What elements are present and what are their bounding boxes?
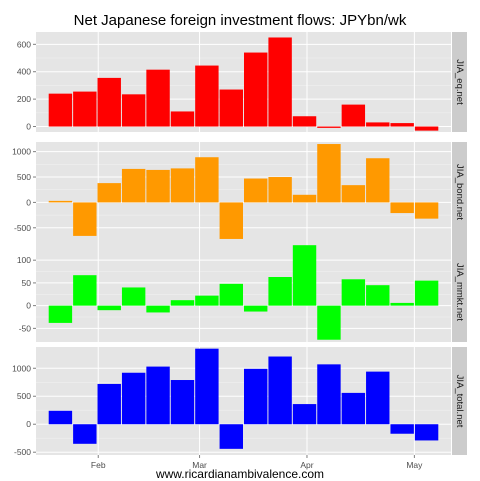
y-tick-label: -50	[19, 323, 32, 333]
facet-strip	[452, 32, 467, 132]
bar	[219, 424, 243, 449]
facet-strip-label: JIA_total.net	[454, 375, 465, 428]
x-tick-label: May	[406, 460, 423, 470]
bar	[121, 168, 146, 203]
bar	[244, 178, 268, 203]
bar	[292, 116, 317, 127]
bar	[292, 194, 317, 203]
y-tick-label: 0	[26, 301, 31, 311]
y-tick-label: 0	[26, 419, 31, 429]
bar	[317, 305, 341, 340]
y-tick-label: 0	[26, 197, 31, 207]
bar	[366, 285, 390, 306]
bar	[219, 89, 243, 127]
y-tick-label: 100	[17, 255, 31, 265]
bar	[414, 424, 439, 441]
bar	[366, 371, 390, 425]
bar	[292, 245, 317, 306]
y-tick-label: 1000	[12, 363, 31, 373]
bar	[195, 295, 219, 306]
bar	[268, 356, 292, 425]
bar	[97, 183, 121, 203]
bar	[73, 202, 97, 236]
bar	[73, 424, 97, 444]
bar	[414, 280, 439, 306]
bar	[146, 366, 170, 425]
bar	[146, 305, 170, 313]
y-tick-label: 0	[26, 122, 31, 132]
bar	[121, 372, 146, 425]
x-tick-label: Feb	[91, 460, 106, 470]
bar	[244, 305, 268, 312]
bar	[195, 157, 219, 203]
bar	[268, 277, 292, 306]
chart-title: Net Japanese foreign investment flows: J…	[73, 12, 407, 29]
bar	[121, 287, 146, 306]
bar	[48, 93, 73, 127]
bar	[268, 177, 292, 203]
bar	[195, 65, 219, 127]
bar	[390, 302, 414, 306]
bar	[268, 37, 292, 127]
bar	[366, 158, 390, 203]
bar	[390, 424, 414, 434]
bar	[121, 94, 146, 127]
bar	[414, 126, 439, 131]
facet-strip-label: JIA_bond.net	[454, 164, 465, 220]
bar	[97, 383, 121, 425]
y-tick-label: -500	[14, 223, 31, 233]
y-tick-label: -500	[14, 447, 31, 457]
bar	[48, 200, 73, 203]
bar	[390, 202, 414, 214]
bar	[48, 305, 73, 323]
bar	[97, 305, 121, 311]
bar	[366, 122, 390, 127]
y-tick-label: 50	[22, 278, 32, 288]
facet-strip-label: JIA_eq.net	[454, 59, 465, 105]
bar	[97, 77, 121, 127]
y-tick-label: 200	[17, 94, 31, 104]
bar	[146, 169, 170, 203]
facet-strip	[452, 242, 467, 342]
bar	[317, 364, 341, 425]
y-tick-label: 500	[17, 172, 31, 182]
x-tick-label: Apr	[300, 460, 313, 470]
bar	[341, 279, 366, 306]
bar	[170, 300, 195, 306]
facet-strip	[452, 142, 467, 242]
bar	[195, 348, 219, 425]
bar	[48, 410, 73, 425]
bar	[170, 111, 195, 127]
footer-caption: www.ricardianambivalence.com	[155, 467, 325, 481]
bar	[317, 144, 341, 203]
bar	[244, 368, 268, 425]
bar	[341, 392, 366, 425]
y-tick-label: 500	[17, 391, 31, 401]
facet-strip	[452, 347, 467, 455]
bar	[341, 185, 366, 203]
bar	[73, 275, 97, 306]
bar	[292, 404, 317, 425]
y-tick-label: 1000	[12, 147, 31, 157]
bar	[146, 69, 170, 127]
bar	[170, 168, 195, 203]
x-tick-label: Mar	[192, 460, 207, 470]
bar	[341, 104, 366, 127]
facet-strip-label: JIA_mmkt.net	[454, 263, 465, 321]
bar	[219, 202, 243, 239]
y-tick-label: 400	[17, 67, 31, 77]
bar	[390, 123, 414, 127]
bar	[73, 91, 97, 127]
bar	[244, 52, 268, 127]
bar	[317, 126, 341, 128]
bar	[219, 283, 243, 306]
bar	[170, 380, 195, 425]
y-tick-label: 600	[17, 39, 31, 49]
bar	[414, 202, 439, 219]
